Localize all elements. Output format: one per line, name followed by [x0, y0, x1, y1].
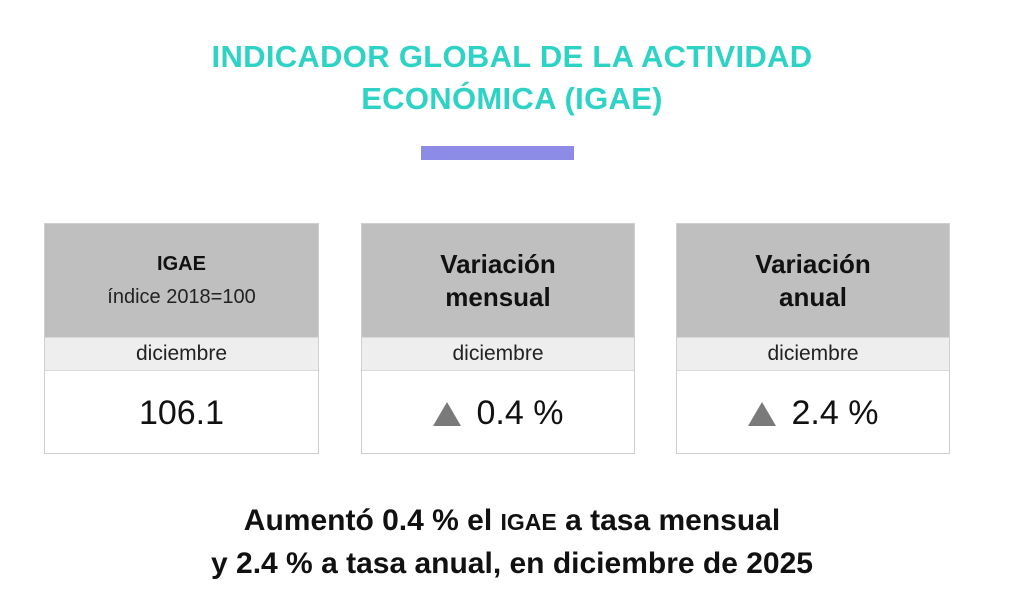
summary-text: Aumentó 0.4 % el IGAE a tasa mensual y 2…: [0, 500, 1024, 584]
annual-variation-value: 2.4 %: [791, 393, 879, 432]
card-period: diciembre: [45, 337, 318, 371]
monthly-variation-value: 0.4 %: [476, 393, 564, 432]
monthly-variation-card: Variación mensual diciembre 0.4 %: [361, 223, 635, 454]
index-value: 106.1: [138, 393, 225, 432]
title-accent-bar: [421, 146, 574, 160]
card-header-subtitle: anual: [779, 281, 847, 312]
card-period: diciembre: [362, 337, 634, 371]
summary-line-1-a: Aumentó 0.4 % el: [243, 504, 501, 537]
igae-index-card: IGAE índice 2018=100 diciembre 106.1: [44, 223, 319, 454]
triangle-up-icon: [747, 402, 776, 426]
card-header-title: Variación: [755, 248, 871, 279]
card-header-subtitle: mensual: [445, 281, 551, 312]
summary-line-1: Aumentó 0.4 % el IGAE a tasa mensual: [0, 500, 1024, 543]
card-header-title: IGAE: [157, 252, 206, 275]
title-line-2: ECONÓMICA (IGAE): [361, 81, 663, 116]
card-value: 106.1: [45, 371, 318, 455]
card-header: Variación anual: [677, 224, 949, 337]
card-header-subtitle: índice 2018=100: [107, 285, 256, 308]
card-period: diciembre: [677, 337, 949, 371]
card-value: 0.4 %: [362, 371, 634, 455]
card-header-title: Variación: [440, 248, 556, 279]
summary-line-1-c: a tasa mensual: [556, 504, 781, 537]
summary-line-1-b: IGAE: [500, 509, 557, 535]
card-header: IGAE índice 2018=100: [45, 224, 318, 337]
summary-line-2: y 2.4 % a tasa anual, en diciembre de 20…: [211, 547, 813, 580]
title-line-1: INDICADOR GLOBAL DE LA ACTIVIDAD: [211, 39, 813, 74]
annual-variation-card: Variación anual diciembre 2.4 %: [676, 223, 950, 454]
card-header: Variación mensual: [362, 224, 634, 337]
triangle-up-icon: [432, 402, 461, 426]
page-title: INDICADOR GLOBAL DE LA ACTIVIDAD ECONÓMI…: [0, 36, 1024, 120]
card-value: 2.4 %: [677, 371, 949, 455]
